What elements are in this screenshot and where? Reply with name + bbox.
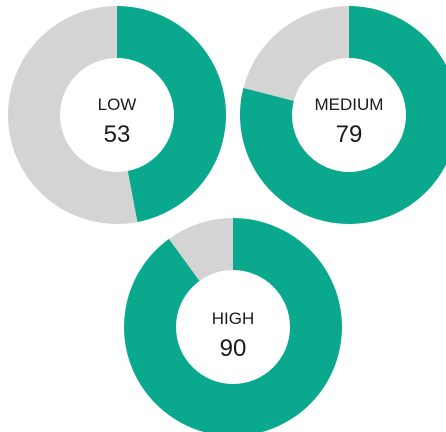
donut-medium: MEDIUM 79 — [240, 6, 446, 224]
donut-high-label: HIGH — [212, 309, 255, 328]
donut-medium-hole — [292, 58, 406, 172]
donut-medium-label: MEDIUM — [315, 95, 384, 114]
donut-high: HIGH 90 — [124, 218, 342, 432]
donut-high-slice-filled — [124, 218, 342, 432]
donut-low-value: 53 — [104, 121, 131, 148]
donut-medium-value: 79 — [336, 121, 363, 148]
donut-low: LOW 53 — [7, 6, 226, 224]
donut-high-hole — [176, 270, 290, 384]
donut-high-value: 90 — [220, 335, 247, 362]
donut-low-hole — [60, 58, 174, 172]
donut-low-label: LOW — [98, 95, 137, 114]
